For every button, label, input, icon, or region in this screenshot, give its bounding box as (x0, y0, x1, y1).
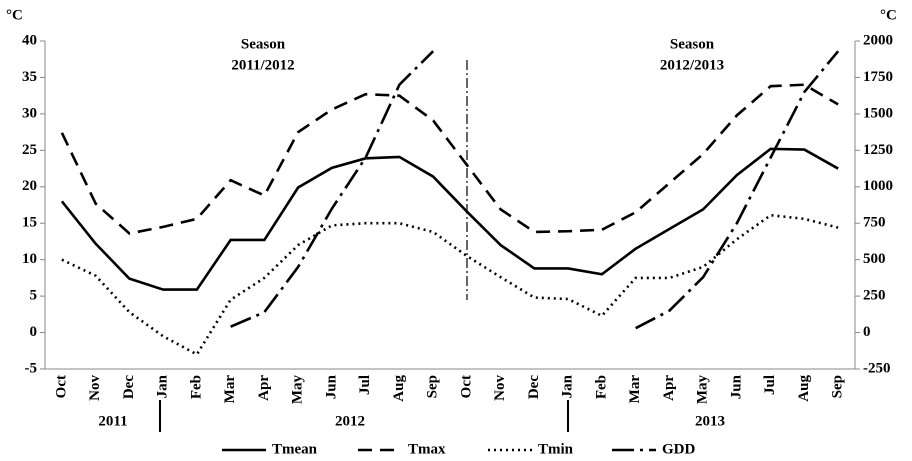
x-tick-label: Jun (323, 374, 339, 399)
legend-label: GDD (662, 441, 696, 457)
x-tick-label: Nov (492, 375, 508, 401)
y2-tick-label: 250 (863, 288, 886, 304)
x-tick-label: Feb (188, 375, 204, 399)
x-tick-label: Apr (661, 375, 677, 401)
y-tick-label: -5 (25, 360, 38, 376)
y-tick-label: 15 (22, 215, 37, 231)
season-label: Season (241, 36, 286, 52)
season-label: 2011/2012 (231, 57, 294, 73)
legend-label: Tmin (538, 441, 574, 457)
x-tick-label: Nov (87, 375, 103, 401)
y2-tick-label: -250 (863, 360, 891, 376)
x-tick-label: Jan (560, 374, 576, 398)
x-tick-label: May (290, 375, 306, 405)
x-tick-label: Jan (155, 374, 171, 398)
legend-label: Tmax (408, 441, 446, 457)
series-line (230, 50, 840, 330)
x-tick-label: Mar (627, 375, 643, 404)
x-tick-label: Jul (762, 375, 778, 395)
y2-tick-label: 2000 (863, 32, 893, 48)
x-tick-label: Dec (121, 375, 137, 399)
x-tick-label: Apr (256, 375, 272, 401)
x-tick-label: Oct (53, 375, 69, 398)
y-tick-label: 10 (22, 251, 37, 267)
x-tick-label: May (695, 375, 711, 405)
year-label: 2011 (98, 413, 127, 429)
season-label: Season (670, 36, 715, 52)
y-tick-label: 0 (30, 324, 38, 340)
y-tick-label: 30 (22, 105, 37, 121)
year-label: 2013 (695, 413, 725, 429)
series-line (60, 147, 839, 291)
y-tick-label: 20 (22, 178, 37, 194)
y-tick-label: 35 (22, 69, 37, 85)
y-tick-label: 25 (22, 142, 37, 158)
x-tick-label: Aug (391, 375, 407, 402)
y2-unit: °C (880, 7, 897, 23)
y2-tick-label: 1000 (863, 178, 893, 194)
x-tick-label: Sep (425, 375, 441, 398)
y-unit: °C (6, 7, 23, 23)
y2-tick-label: 500 (863, 251, 886, 267)
y-tick-label: 40 (22, 32, 37, 48)
y2-tick-label: 1750 (863, 69, 893, 85)
y2-tick-label: 1250 (863, 142, 893, 158)
season-label: 2012/2013 (660, 57, 724, 73)
year-label: 2012 (335, 413, 365, 429)
series-line (61, 213, 839, 357)
y2-tick-label: 1500 (863, 105, 893, 121)
legend-label: Tmean (272, 441, 318, 457)
y-tick-label: 5 (30, 288, 38, 304)
x-tick-label: Jul (357, 375, 373, 395)
x-tick-label: Sep (830, 375, 846, 398)
x-tick-label: Aug (796, 375, 812, 402)
y2-tick-label: 0 (863, 324, 871, 340)
x-tick-label: Feb (593, 375, 609, 399)
x-tick-label: Dec (526, 375, 542, 399)
x-tick-label: Mar (222, 375, 238, 404)
series-line (60, 83, 839, 235)
x-tick-label: Oct (458, 375, 474, 398)
y2-tick-label: 750 (863, 215, 886, 231)
x-tick-label: Jun (728, 374, 744, 399)
